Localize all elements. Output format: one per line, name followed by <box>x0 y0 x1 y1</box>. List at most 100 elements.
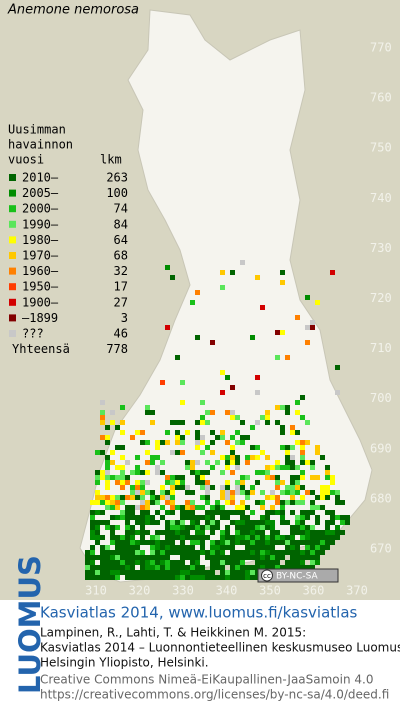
grid-cell <box>120 515 125 520</box>
grid-cell <box>255 520 260 525</box>
grid-cell <box>125 575 130 580</box>
grid-cell <box>220 530 225 535</box>
grid-cell <box>200 530 205 535</box>
grid-cell <box>175 535 180 540</box>
grid-cell <box>230 450 235 455</box>
grid-cell <box>295 400 300 405</box>
grid-cell <box>235 540 240 545</box>
grid-cell <box>240 260 245 265</box>
grid-cell <box>90 565 95 570</box>
grid-cell <box>140 535 145 540</box>
grid-cell <box>150 565 155 570</box>
grid-cell <box>290 455 295 460</box>
grid-cell <box>180 560 185 565</box>
grid-cell <box>90 550 95 555</box>
grid-cell <box>200 565 205 570</box>
grid-cell <box>290 565 295 570</box>
grid-cell <box>125 505 130 510</box>
grid-cell <box>280 505 285 510</box>
grid-cell <box>295 565 300 570</box>
grid-cell <box>160 485 165 490</box>
grid-cell <box>165 560 170 565</box>
grid-cell <box>195 570 200 575</box>
grid-cell <box>295 550 300 555</box>
grid-cell <box>145 565 150 570</box>
grid-cell <box>290 430 295 435</box>
grid-cell <box>190 460 195 465</box>
grid-cell <box>85 575 90 580</box>
grid-cell <box>235 490 240 495</box>
grid-cell <box>120 510 125 515</box>
grid-cell <box>235 560 240 565</box>
grid-cell <box>270 545 275 550</box>
grid-cell <box>180 540 185 545</box>
grid-cell <box>210 465 215 470</box>
grid-cell <box>180 520 185 525</box>
grid-cell <box>245 525 250 530</box>
grid-cell <box>290 495 295 500</box>
grid-cell <box>145 570 150 575</box>
grid-cell <box>170 530 175 535</box>
grid-cell <box>185 460 190 465</box>
grid-cell <box>185 565 190 570</box>
grid-cell <box>120 560 125 565</box>
grid-cell <box>125 460 130 465</box>
grid-cell <box>155 500 160 505</box>
grid-cell <box>260 520 265 525</box>
grid-cell <box>210 515 215 520</box>
grid-cell <box>245 490 250 495</box>
grid-cell <box>170 500 175 505</box>
grid-cell <box>205 500 210 505</box>
grid-cell <box>330 520 335 525</box>
grid-cell <box>185 530 190 535</box>
legend-label: ??? <box>22 327 44 341</box>
grid-cell <box>300 500 305 505</box>
grid-cell <box>290 545 295 550</box>
grid-cell <box>145 510 150 515</box>
grid-cell <box>170 495 175 500</box>
grid-cell <box>295 465 300 470</box>
grid-cell <box>110 530 115 535</box>
grid-cell <box>215 435 220 440</box>
license-line[interactable]: https://creativecommons.org/licenses/by-… <box>40 688 389 702</box>
grid-cell <box>190 300 195 305</box>
grid-cell <box>170 535 175 540</box>
grid-cell <box>280 550 285 555</box>
grid-cell <box>120 565 125 570</box>
grid-cell <box>200 570 205 575</box>
grid-cell <box>215 525 220 530</box>
grid-cell <box>235 480 240 485</box>
grid-cell <box>90 530 95 535</box>
grid-cell <box>150 460 155 465</box>
grid-cell <box>215 460 220 465</box>
grid-cell <box>235 485 240 490</box>
grid-cell <box>290 525 295 530</box>
legend-swatch <box>9 298 16 306</box>
grid-cell <box>190 515 195 520</box>
grid-cell <box>110 535 115 540</box>
grid-cell <box>180 535 185 540</box>
grid-cell <box>165 430 170 435</box>
grid-cell <box>220 515 225 520</box>
grid-cell <box>125 515 130 520</box>
grid-cell <box>285 445 290 450</box>
grid-cell <box>195 515 200 520</box>
grid-cell <box>115 575 120 580</box>
grid-cell <box>290 460 295 465</box>
grid-cell <box>150 550 155 555</box>
grid-cell <box>145 540 150 545</box>
legend-label: 2000– <box>22 202 59 216</box>
grid-cell <box>130 515 135 520</box>
grid-cell <box>225 535 230 540</box>
grid-cell <box>145 520 150 525</box>
grid-cell <box>250 535 255 540</box>
grid-cell <box>210 520 215 525</box>
grid-cell <box>125 540 130 545</box>
grid-cell <box>195 470 200 475</box>
grid-cell <box>105 470 110 475</box>
grid-cell <box>285 490 290 495</box>
grid-cell <box>225 460 230 465</box>
atlas-link[interactable]: Kasviatlas 2014, www.luomus.fi/kasviatla… <box>40 604 358 622</box>
grid-cell <box>250 520 255 525</box>
grid-cell <box>220 540 225 545</box>
